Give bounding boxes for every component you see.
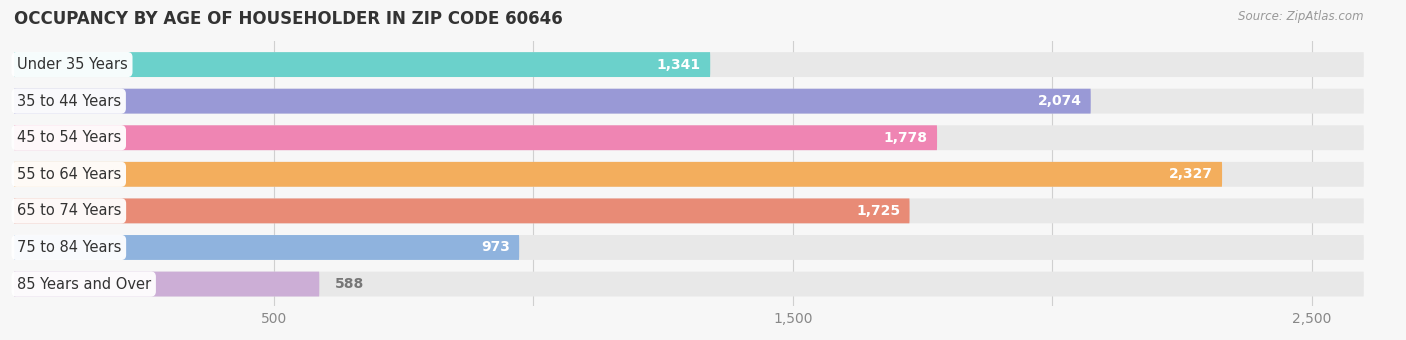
- Text: 2,327: 2,327: [1168, 167, 1213, 181]
- Text: 65 to 74 Years: 65 to 74 Years: [17, 203, 121, 218]
- Text: 55 to 64 Years: 55 to 64 Years: [17, 167, 121, 182]
- Text: 1,725: 1,725: [856, 204, 900, 218]
- FancyBboxPatch shape: [14, 199, 1364, 223]
- Text: 973: 973: [481, 240, 510, 254]
- Text: 2,074: 2,074: [1038, 94, 1081, 108]
- Text: OCCUPANCY BY AGE OF HOUSEHOLDER IN ZIP CODE 60646: OCCUPANCY BY AGE OF HOUSEHOLDER IN ZIP C…: [14, 10, 562, 28]
- Text: 1,341: 1,341: [657, 57, 700, 72]
- FancyBboxPatch shape: [14, 89, 1091, 114]
- Text: 45 to 54 Years: 45 to 54 Years: [17, 130, 121, 145]
- Text: 85 Years and Over: 85 Years and Over: [17, 276, 150, 292]
- FancyBboxPatch shape: [14, 89, 1364, 114]
- Text: Source: ZipAtlas.com: Source: ZipAtlas.com: [1239, 10, 1364, 23]
- FancyBboxPatch shape: [14, 199, 910, 223]
- Text: 1,778: 1,778: [884, 131, 928, 145]
- FancyBboxPatch shape: [14, 235, 519, 260]
- FancyBboxPatch shape: [14, 235, 1364, 260]
- FancyBboxPatch shape: [14, 52, 710, 77]
- FancyBboxPatch shape: [14, 52, 1364, 77]
- FancyBboxPatch shape: [14, 272, 319, 296]
- FancyBboxPatch shape: [14, 125, 1364, 150]
- FancyBboxPatch shape: [14, 272, 1364, 296]
- Text: Under 35 Years: Under 35 Years: [17, 57, 128, 72]
- Text: 588: 588: [335, 277, 364, 291]
- Text: 75 to 84 Years: 75 to 84 Years: [17, 240, 121, 255]
- Text: 35 to 44 Years: 35 to 44 Years: [17, 94, 121, 109]
- FancyBboxPatch shape: [14, 162, 1222, 187]
- FancyBboxPatch shape: [14, 162, 1364, 187]
- FancyBboxPatch shape: [14, 125, 936, 150]
